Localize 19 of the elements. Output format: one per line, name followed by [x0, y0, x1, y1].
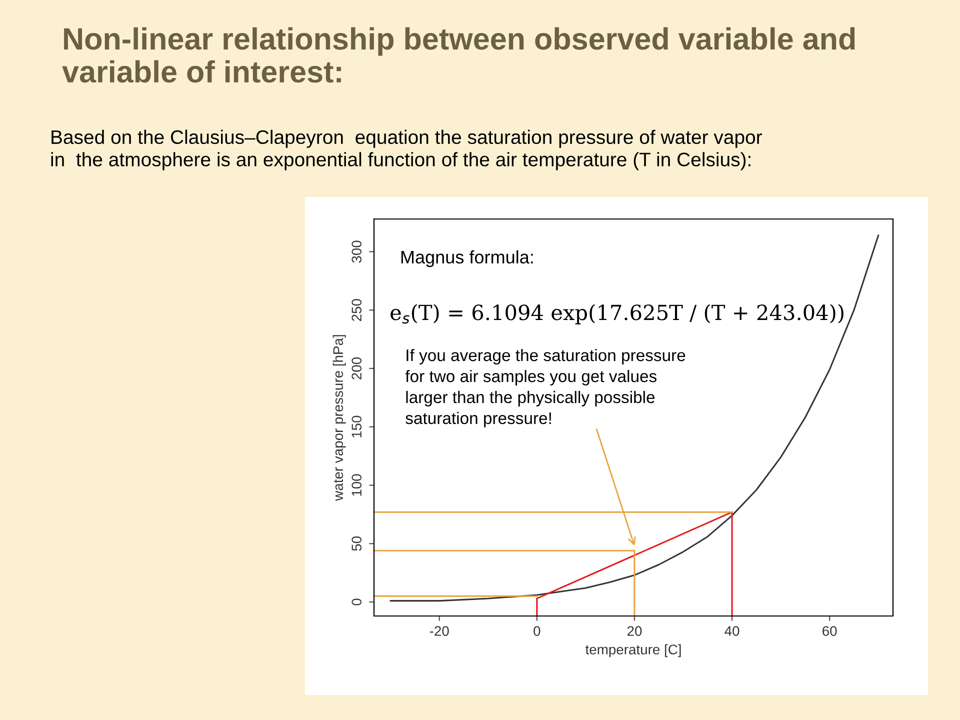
annotation: Magnus formula:: [401, 250, 533, 268]
y-tick-label: 250: [352, 299, 362, 321]
annotation: If you average the saturation pressure for two air samples you get values larger than the physically possible saturation pressure!: [405, 348, 686, 428]
y-axis-title: water vapor pressure [hPa]: [332, 335, 346, 501]
annotation: e$_{s}$(T) = 6.1094 exp(17.625T / (T + 243.04)): [390, 304, 844, 324]
x-axis-title: temperature [C]: [585, 644, 681, 658]
y-tick-label: 50: [352, 536, 362, 551]
y-tick-label: 100: [352, 474, 362, 496]
y-tick-label: 300: [352, 240, 362, 263]
y-tick-label: 0: [352, 598, 362, 606]
x-tick-label: 0: [534, 626, 540, 636]
chart-subtitle: Based on the Clausius–Clapeyron equation the saturation pressure of water vapor in the atmosphere is an exponential function of the air temperature (T in Celsius):: [51, 130, 762, 170]
y-tick-label: 200: [352, 357, 362, 380]
x-tick-label: 60: [822, 626, 837, 636]
x-tick-label: -20: [430, 626, 449, 636]
chart-title: Non-linear relationship between observed variable and variable of interest:: [62, 27, 855, 83]
x-tick-label: 40: [724, 626, 740, 636]
x-tick-label: 20: [627, 626, 642, 636]
y-tick-label: 150: [352, 416, 362, 438]
